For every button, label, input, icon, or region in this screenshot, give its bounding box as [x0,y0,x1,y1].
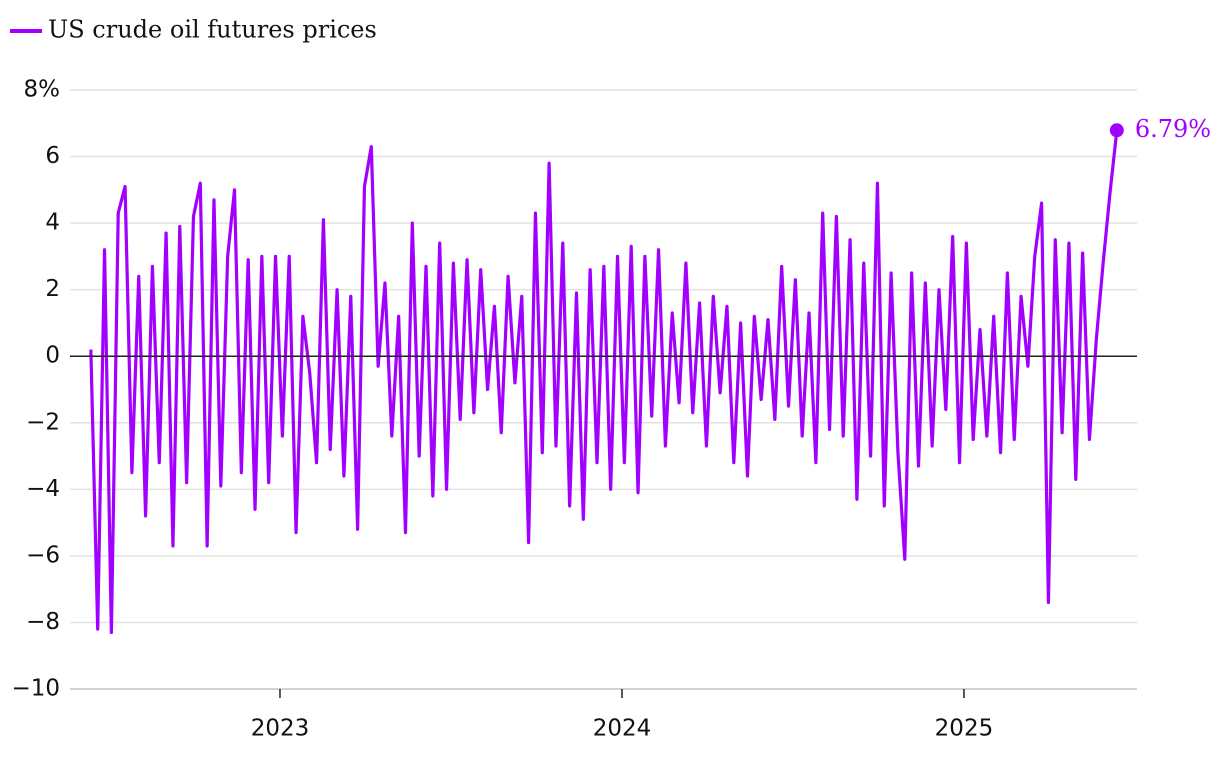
y-tick-label: 8% [24,77,61,103]
y-tick-label: −6 [26,542,60,568]
y-tick-label: −2 [26,409,60,435]
y-tick-label: −8 [26,609,60,635]
series-line [89,130,1119,635]
x-tick-label: 2023 [251,716,310,742]
x-tick-label: 2024 [593,716,652,742]
y-tick-label: 2 [45,276,60,302]
y-tick-label: 6 [45,143,60,169]
legend-label: US crude oil futures prices [48,16,377,44]
end-label: 6.79% [1135,115,1211,143]
x-tick-label: 2025 [935,716,994,742]
y-tick-label: −10 [11,676,60,702]
y-tick-label: 4 [45,210,60,236]
y-tick-label: −4 [26,476,60,502]
y-tick-label: 0 [45,343,60,369]
legend: US crude oil futures prices [10,16,377,44]
end-dot [1109,123,1124,138]
